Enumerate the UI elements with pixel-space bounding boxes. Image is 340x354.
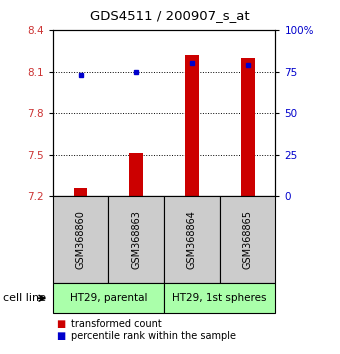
Text: GSM368864: GSM368864 xyxy=(187,210,197,269)
Text: cell line: cell line xyxy=(3,293,46,303)
Bar xyxy=(129,154,143,196)
Text: GDS4511 / 200907_s_at: GDS4511 / 200907_s_at xyxy=(90,9,250,22)
Text: transformed count: transformed count xyxy=(71,319,162,329)
Text: ■: ■ xyxy=(56,331,65,341)
Text: percentile rank within the sample: percentile rank within the sample xyxy=(71,331,236,341)
Text: HT29, parental: HT29, parental xyxy=(70,293,147,303)
Bar xyxy=(241,58,255,196)
Text: GSM368860: GSM368860 xyxy=(75,210,86,269)
Text: HT29, 1st spheres: HT29, 1st spheres xyxy=(172,293,267,303)
Text: ■: ■ xyxy=(56,319,65,329)
Text: GSM368863: GSM368863 xyxy=(131,210,141,269)
Bar xyxy=(73,188,87,196)
Bar xyxy=(185,55,199,196)
Text: GSM368865: GSM368865 xyxy=(242,210,253,269)
